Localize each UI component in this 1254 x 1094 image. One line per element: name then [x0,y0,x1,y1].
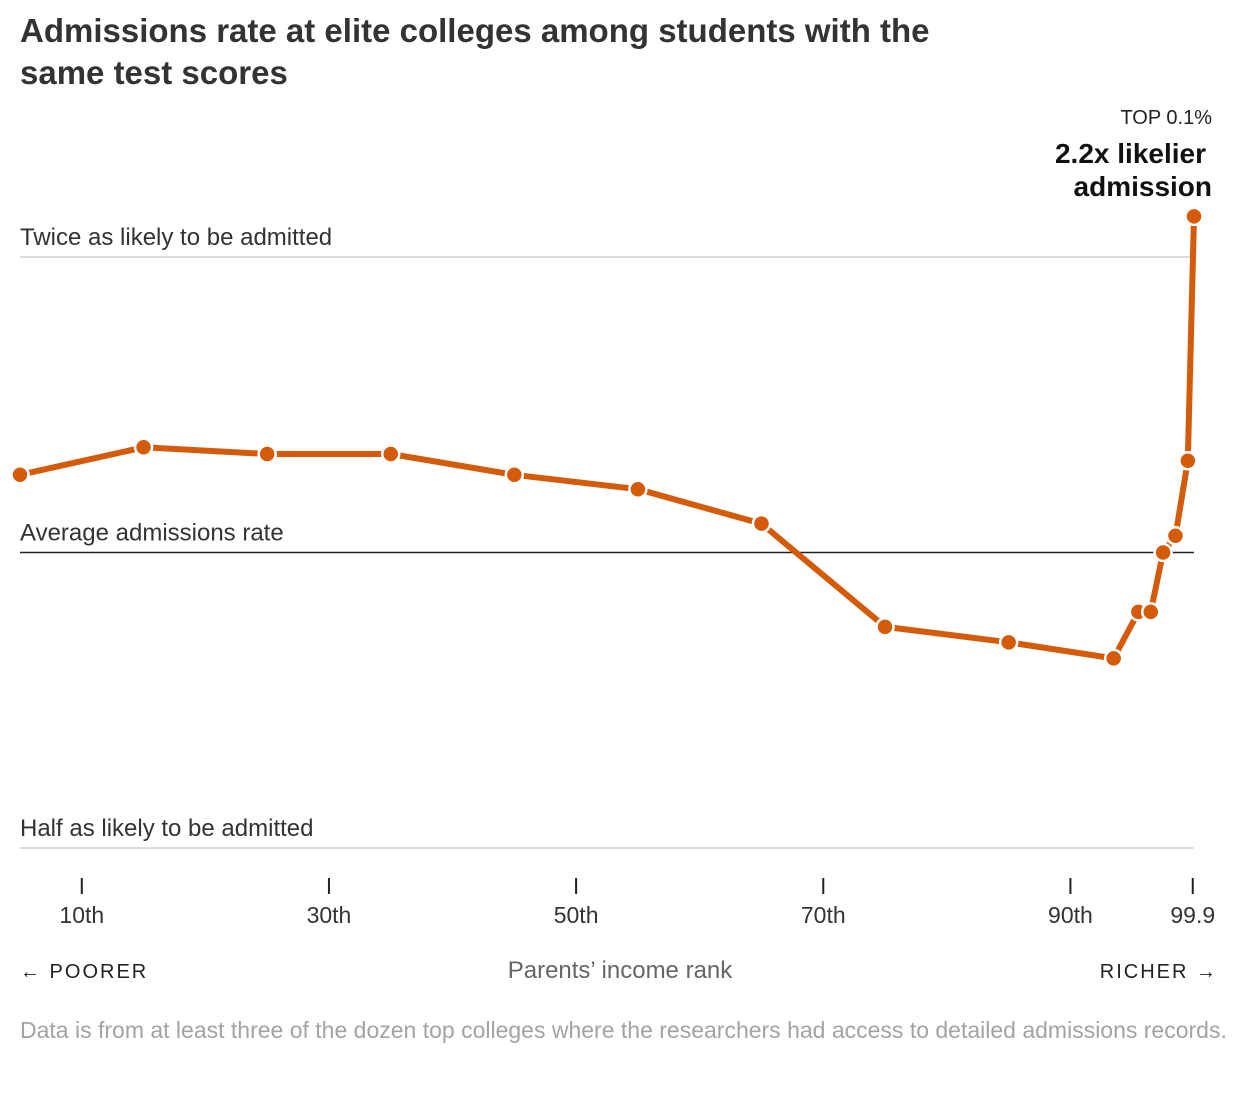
annotation-line-1: 2.2x likelier [1055,138,1206,169]
data-point [380,444,401,464]
x-tick-label: 99.9 [1170,902,1215,928]
data-point [1103,648,1124,669]
x-tick-label: 90th [1048,902,1093,928]
reference-line-label: Half as likely to be admitted [20,815,313,842]
data-point [751,513,772,534]
reference-lines: Twice as likely to be admitted Average ad… [20,224,1194,849]
series-line [17,213,1197,662]
x-direction-left: ← POORER [20,961,148,983]
data-point [1140,602,1161,622]
x-axis-title: Parents’ income rank [508,957,734,984]
data-point [1178,451,1198,471]
data-point [875,617,895,637]
data-point [133,437,154,458]
x-tick-label: 70th [801,902,846,928]
data-point [998,632,1019,653]
data-point [257,444,277,464]
annotation-line-2: admission [1074,171,1212,202]
data-point [504,465,525,485]
annotation-top-label: TOP 0.1% [1120,107,1212,129]
x-tick-label: 50th [554,902,599,928]
x-tick-label: 10th [59,902,104,928]
data-point [1153,542,1173,563]
reference-line-label: Average admissions rate [20,520,284,547]
x-tick-label: 30th [307,902,352,928]
data-point [1184,206,1204,227]
data-point [10,465,30,485]
data-point [628,479,648,499]
data-point [1165,526,1186,546]
data-points [10,206,1204,669]
line-chart: Twice as likely to be admitted Average ad… [10,107,1218,984]
chart-title: Admissions rate at elite colleges among … [20,12,930,91]
chart-note: Data is from at least three of the dozen… [20,1017,1227,1043]
x-direction-right: RICHER → [1100,961,1218,983]
reference-line-label: Twice as likely to be admitted [20,224,332,251]
x-axis: 10th 30th 50th 70th 90th 99.9 [59,878,1215,928]
